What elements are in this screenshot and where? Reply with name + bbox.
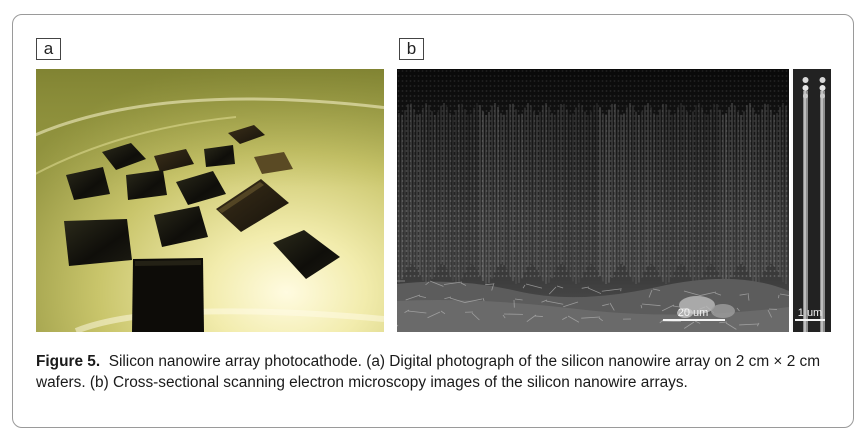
scale-bar-main bbox=[663, 319, 725, 321]
figure-number: Figure 5. bbox=[36, 353, 101, 370]
figure-caption: Figure 5. Silicon nanowire array photoca… bbox=[36, 351, 836, 393]
nanowire-lines bbox=[398, 103, 787, 284]
sem-inset-image: 1 um bbox=[791, 69, 831, 332]
wafer-squares bbox=[64, 125, 340, 332]
panel-b-label: b bbox=[399, 38, 424, 60]
scale-bar-inset bbox=[795, 319, 825, 321]
caption-text: Silicon nanowire array photocathode. (a)… bbox=[36, 353, 821, 391]
nanowire-debris bbox=[397, 280, 789, 330]
panel-a-label: a bbox=[36, 38, 61, 60]
wafer-photograph bbox=[36, 69, 384, 332]
sem-nanowire-array-image: 20 um bbox=[397, 69, 789, 332]
scale-bar-main-label: 20 um bbox=[678, 307, 709, 319]
scale-bar-inset-label: 1 um bbox=[798, 307, 822, 319]
